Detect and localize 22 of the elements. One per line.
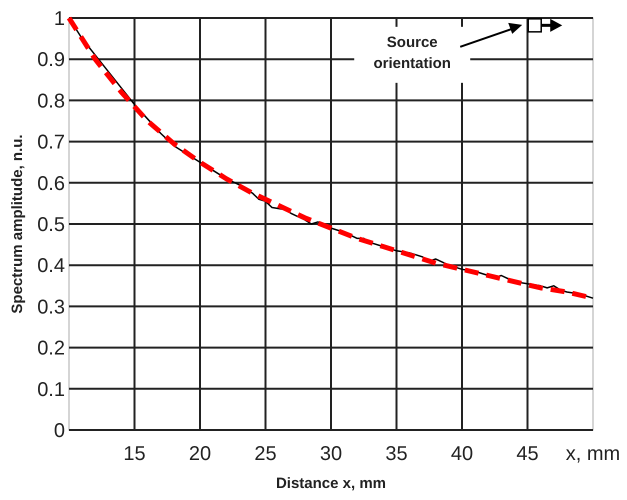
- y-tick-label: 0.4: [37, 255, 65, 278]
- x-tick-label: 40: [450, 443, 474, 465]
- y-tick-label: 0.5: [37, 214, 65, 236]
- x-tick-label: 15: [123, 443, 146, 465]
- y-tick-label: 1: [54, 8, 65, 30]
- y-tick-label: 0: [54, 420, 65, 442]
- y-tick-label: 0.7: [37, 132, 65, 154]
- y-tick-label: 0.3: [37, 296, 65, 318]
- x-tick-label: 20: [188, 443, 212, 465]
- y-tick-label: 0.9: [37, 49, 65, 72]
- y-tick-label: 0.2: [37, 338, 65, 360]
- x-tick-label: 25: [254, 443, 277, 465]
- x-tick-label: 45: [516, 443, 539, 465]
- x-tick-label: x, mm: [566, 443, 620, 465]
- y-tick-label: 0.8: [37, 90, 65, 112]
- y-tick-label: 0.6: [37, 172, 65, 195]
- x-tick-label: 30: [320, 443, 342, 465]
- x-tick-label: 35: [385, 443, 408, 465]
- annotation: Source orientation: [373, 34, 451, 72]
- y-axis-title: Spectrum amplitude, n.u.: [9, 134, 26, 314]
- y-tick-label: 0.1: [37, 378, 65, 401]
- x-axis-title: Distance x, mm: [276, 475, 386, 492]
